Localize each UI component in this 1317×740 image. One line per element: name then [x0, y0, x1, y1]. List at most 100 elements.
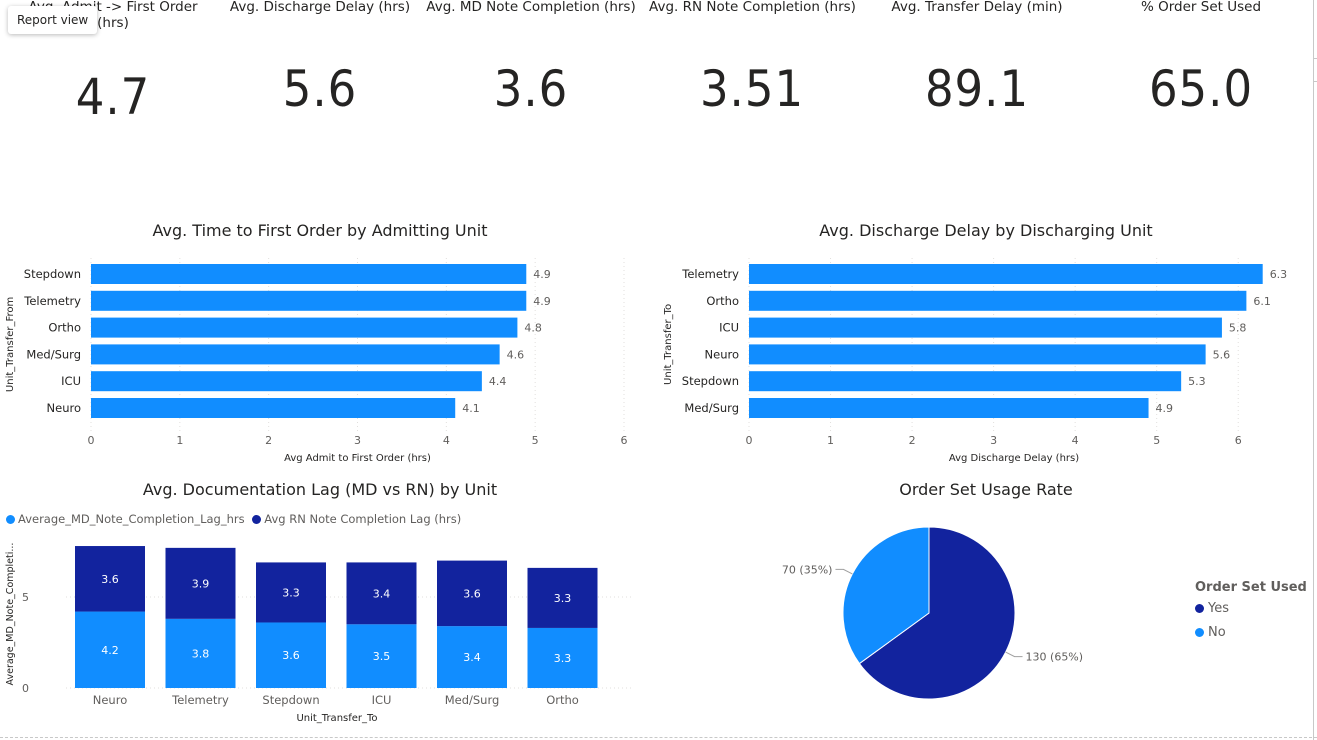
- legend-dot-yes-icon: [1195, 604, 1204, 613]
- chart-title-time-first-order: Avg. Time to First Order by Admitting Un…: [152, 221, 488, 240]
- kpi-title-order-set-used: % Order Set Used: [1140, 0, 1262, 15]
- kpi-value-rn-note-completion: 3.51: [699, 60, 805, 118]
- bar-medsurg[interactable]: [91, 344, 500, 365]
- column-md-telemetry[interactable]: [165, 618, 236, 688]
- kpi-title-discharge-delay: Avg. Discharge Delay (hrs): [229, 0, 411, 15]
- data-label-md: 3.3: [554, 652, 572, 665]
- y-tick-label: ICU: [61, 374, 81, 388]
- y-axis-title: Unit_Transfer_To: [663, 304, 674, 385]
- x-tick-label: Ortho: [546, 693, 579, 707]
- y-tick-label: Stepdown: [24, 267, 81, 281]
- column-rn-neuro[interactable]: [75, 546, 145, 612]
- pie-data-label: 70 (35%): [782, 563, 833, 576]
- pie-legend-label-no: No: [1208, 625, 1226, 640]
- column-rn-telemetry[interactable]: [165, 547, 236, 619]
- kpi-value-md-note-completion: 3.6: [493, 60, 569, 118]
- pie-legend-title: Order Set Used: [1195, 580, 1307, 595]
- bar-stepdown[interactable]: [91, 264, 527, 284]
- pie-legend-label-yes: Yes: [1208, 601, 1229, 616]
- pie-legend: Order Set Used Yes No: [1195, 580, 1307, 649]
- pie-legend-item-no[interactable]: No: [1195, 625, 1307, 640]
- pie-legend-item-yes[interactable]: Yes: [1195, 601, 1307, 616]
- column-md-stepdown[interactable]: [256, 622, 326, 688]
- column-md-neuro[interactable]: [75, 611, 145, 688]
- column-rn-ortho[interactable]: [527, 567, 598, 628]
- x-axis-title: Avg Admit to First Order (hrs): [284, 453, 431, 464]
- data-label: 4.1: [462, 402, 480, 415]
- kpi-value-transfer-delay: 89.1: [924, 60, 1030, 118]
- y-axis-title: Average_MD_Note_Completi...: [5, 543, 16, 686]
- x-tick-label: Stepdown: [262, 693, 319, 707]
- data-label: 4.9: [533, 268, 551, 281]
- legend-item-rn[interactable]: Avg RN Note Completion Lag (hrs): [252, 512, 461, 526]
- x-tick-label: Telemetry: [171, 693, 229, 707]
- bar-neuro[interactable]: [91, 398, 456, 418]
- y-tick-label: 5: [22, 591, 29, 604]
- kpi-title-line2: (hrs): [97, 15, 129, 31]
- y-axis-title: Unit_Transfer_From: [5, 297, 16, 392]
- data-label: 6.3: [1270, 268, 1288, 281]
- x-tick-label: ICU: [372, 693, 392, 707]
- y-tick-label: Ortho: [48, 321, 81, 335]
- kpi-value-order-set-used: 65.0: [1148, 60, 1254, 118]
- data-label: 5.8: [1229, 322, 1247, 335]
- bar-ortho[interactable]: [91, 317, 518, 338]
- report-view-tooltip: Report view: [8, 6, 98, 34]
- data-label-md: 3.6: [282, 649, 300, 662]
- kpi-title-rn-note-completion: Avg. RN Note Completion (hrs): [649, 0, 856, 15]
- bar-stepdown[interactable]: [749, 371, 1182, 392]
- x-tick-label: 3: [990, 434, 997, 447]
- x-tick-label: 3: [354, 434, 361, 447]
- x-tick-label: 4: [443, 434, 450, 447]
- scroll-marker: [1313, 58, 1317, 82]
- x-tick-label: 6: [1235, 434, 1242, 447]
- x-tick-label: 1: [176, 434, 183, 447]
- column-md-ortho[interactable]: [527, 627, 598, 688]
- data-label: 5.6: [1213, 348, 1231, 361]
- column-rn-medsurg[interactable]: [437, 560, 507, 627]
- column-md-medsurg[interactable]: [437, 626, 507, 688]
- legend-dot-rn-icon: [252, 515, 262, 524]
- y-tick-label: Neuro: [47, 401, 81, 415]
- y-tick-label: Telemetry: [681, 267, 739, 281]
- chart-title-documentation-lag: Avg. Documentation Lag (MD vs RN) by Uni…: [142, 480, 498, 499]
- data-label-md: 3.8: [192, 647, 210, 660]
- column-rn-stepdown[interactable]: [256, 562, 326, 623]
- bar-medsurg[interactable]: [749, 398, 1149, 418]
- kpi-title-md-note-completion: Avg. MD Note Completion (hrs): [426, 0, 636, 15]
- legend-dot-no-icon: [1195, 628, 1204, 637]
- y-tick-label: Telemetry: [23, 294, 81, 308]
- chart-title-discharge-delay: Avg. Discharge Delay by Discharging Unit: [819, 221, 1153, 240]
- x-tick-label: Neuro: [93, 693, 127, 707]
- data-label: 4.8: [524, 322, 542, 335]
- bar-icu[interactable]: [749, 317, 1222, 338]
- y-tick-label: Ortho: [706, 294, 739, 308]
- bar-neuro[interactable]: [749, 344, 1206, 365]
- legend-dot-md-icon: [6, 515, 15, 524]
- x-tick-label: 0: [746, 434, 753, 447]
- pie-leader-line: [835, 568, 853, 575]
- bar-telemetry[interactable]: [749, 264, 1263, 284]
- y-tick-label: Med/Surg: [684, 401, 739, 415]
- x-tick-label: 4: [1072, 434, 1079, 447]
- x-tick-label: 6: [621, 434, 628, 447]
- data-label: 4.9: [533, 295, 551, 308]
- bar-icu[interactable]: [91, 371, 482, 392]
- column-md-icu[interactable]: [346, 624, 417, 688]
- legend-item-md[interactable]: Average_MD_Note_Completion_Lag_hrs: [6, 512, 245, 526]
- chart-title-order-set-usage: Order Set Usage Rate: [899, 480, 1073, 499]
- x-axis-title: Avg Discharge Delay (hrs): [949, 453, 1079, 464]
- data-label-md: 3.4: [463, 651, 481, 664]
- x-tick-label: Med/Surg: [445, 693, 500, 707]
- canvas-right-edge: [1313, 0, 1314, 740]
- pie-leader-line: [1005, 651, 1023, 658]
- x-tick-label: 0: [88, 434, 95, 447]
- column-rn-icu[interactable]: [346, 562, 417, 625]
- bar-telemetry[interactable]: [91, 290, 527, 311]
- data-label-rn: 3.3: [554, 592, 572, 605]
- bar-ortho[interactable]: [749, 290, 1247, 311]
- pie-slice-no[interactable]: [842, 526, 930, 665]
- canvas-bottom-edge: [0, 737, 1317, 738]
- legend-label-rn: Avg RN Note Completion Lag (hrs): [264, 512, 462, 526]
